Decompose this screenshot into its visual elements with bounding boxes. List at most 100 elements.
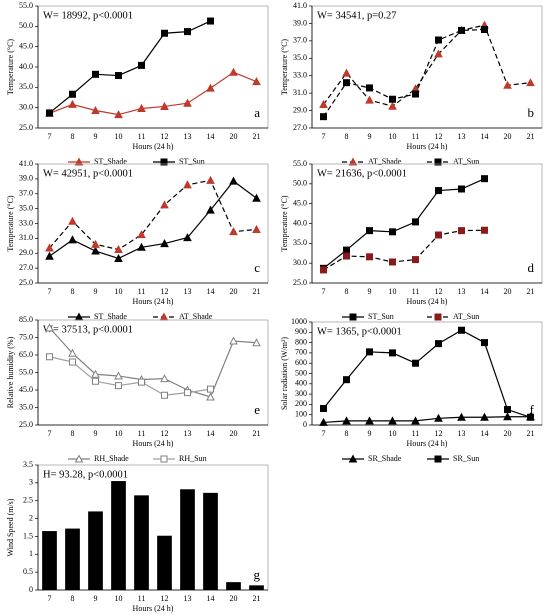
x-tick-label: 7 xyxy=(322,132,326,141)
y-axis-title: Temperature (°C) xyxy=(6,39,15,96)
marker xyxy=(69,90,76,98)
marker xyxy=(45,243,54,252)
bar xyxy=(88,511,103,590)
marker xyxy=(435,36,442,44)
x-tick-label: 21 xyxy=(253,287,261,296)
x-tick-label: 8 xyxy=(345,132,349,141)
y-tick-label: 25.0 xyxy=(19,420,33,429)
marker xyxy=(115,72,122,80)
legend-label: SR_Sun xyxy=(453,454,479,463)
y-tick-label: 40.0 xyxy=(19,62,33,71)
x-tick-label: 21 xyxy=(253,132,261,141)
y-tick-label: 800 xyxy=(295,337,307,346)
x-tick-label: 7 xyxy=(48,594,52,603)
y-tick-label: 25.0 xyxy=(293,278,307,287)
y-tick-label: 2.5 xyxy=(23,496,33,505)
x-axis-title: Hours (24 h) xyxy=(133,297,174,306)
y-tick-label: 39.0 xyxy=(19,174,33,183)
y-tick-label: 50.0 xyxy=(19,21,33,30)
y-tick-label: 31.0 xyxy=(19,233,33,242)
y-tick-label: 35.0 xyxy=(19,402,33,411)
y-tick-label: 2 xyxy=(29,513,33,522)
legend-marker xyxy=(348,454,358,463)
x-tick-label: 13 xyxy=(458,429,466,438)
y-tick-label: 1000 xyxy=(291,317,307,326)
y-tick-label: 3 xyxy=(29,478,33,487)
legend-label: ST_Shade xyxy=(94,157,127,166)
x-tick-label: 21 xyxy=(253,429,261,438)
x-tick-label: 21 xyxy=(253,594,261,603)
y-tick-label: 35.0 xyxy=(19,203,33,212)
marker xyxy=(206,83,215,92)
legend-label: AT_Shade xyxy=(179,312,213,321)
y-tick-label: 31.0 xyxy=(293,88,307,97)
marker xyxy=(503,412,512,421)
marker xyxy=(319,417,328,426)
marker xyxy=(114,371,123,380)
x-axis-title: Hours (24 h) xyxy=(133,439,174,448)
y-tick-label: 0.5 xyxy=(23,567,33,576)
y-tick-label: 85.0 xyxy=(19,315,33,324)
marker xyxy=(91,246,100,255)
x-tick-label: 14 xyxy=(207,429,215,438)
marker xyxy=(207,385,214,393)
bar xyxy=(203,492,218,590)
y-tick-label: 25.0 xyxy=(19,123,33,132)
annotation: H= 93.28, p<0.0001 xyxy=(43,469,128,480)
y-tick-label: 200 xyxy=(295,399,307,408)
x-tick-label: 12 xyxy=(161,287,169,296)
y-tick-label: 100 xyxy=(295,410,307,419)
marker xyxy=(114,244,123,254)
marker xyxy=(183,98,192,107)
legend-marker xyxy=(434,158,442,166)
marker xyxy=(114,253,123,262)
x-tick-label: 9 xyxy=(94,132,98,141)
legend-label: ST_Sun xyxy=(179,157,205,166)
x-tick-label: 7 xyxy=(322,429,326,438)
y-tick-label: 55.0 xyxy=(19,367,33,376)
marker xyxy=(184,389,191,397)
legend-marker xyxy=(348,157,358,166)
marker xyxy=(160,239,169,248)
marker xyxy=(138,61,145,69)
y-tick-label: 50.0 xyxy=(293,179,307,188)
marker xyxy=(504,406,511,414)
marker xyxy=(343,376,350,384)
x-axis-title: Hours (24 h) xyxy=(133,604,174,613)
marker xyxy=(434,413,443,422)
marker xyxy=(45,323,54,332)
x-tick-label: 9 xyxy=(368,287,372,296)
x-tick-label: 12 xyxy=(435,429,443,438)
marker xyxy=(69,358,76,366)
marker xyxy=(412,256,419,264)
marker xyxy=(161,391,168,399)
marker xyxy=(91,369,100,378)
y-axis-title: Temperature (°C) xyxy=(6,195,15,252)
bar xyxy=(65,528,80,590)
y-tick-label: 40.0 xyxy=(293,218,307,227)
marker xyxy=(343,252,350,260)
x-tick-label: 14 xyxy=(481,132,489,141)
marker xyxy=(160,374,169,383)
plot-frame xyxy=(37,5,269,129)
x-tick-label: 14 xyxy=(207,287,215,296)
marker xyxy=(480,412,489,421)
marker xyxy=(115,382,122,390)
legend-marker xyxy=(160,158,168,166)
x-tick-label: 11 xyxy=(138,429,146,438)
legend-marker xyxy=(349,313,357,321)
marker xyxy=(68,348,77,357)
x-tick-label: 10 xyxy=(115,132,123,141)
marker xyxy=(207,17,214,25)
y-tick-label: 300 xyxy=(295,389,307,398)
x-tick-label: 10 xyxy=(115,429,123,438)
series-line xyxy=(323,24,531,107)
x-tick-label: 12 xyxy=(435,287,443,296)
x-tick-label: 20 xyxy=(230,429,238,438)
panel: 0 0.5 1 1.5 2 2.5 3 3.5 7 8 9 10 11 12 13 14 20 21 Hours (… xyxy=(6,460,269,613)
y-tick-label: 700 xyxy=(295,348,307,357)
legend-marker xyxy=(74,454,84,463)
y-tick-label: 30.0 xyxy=(19,102,33,111)
x-tick-label: 8 xyxy=(345,287,349,296)
